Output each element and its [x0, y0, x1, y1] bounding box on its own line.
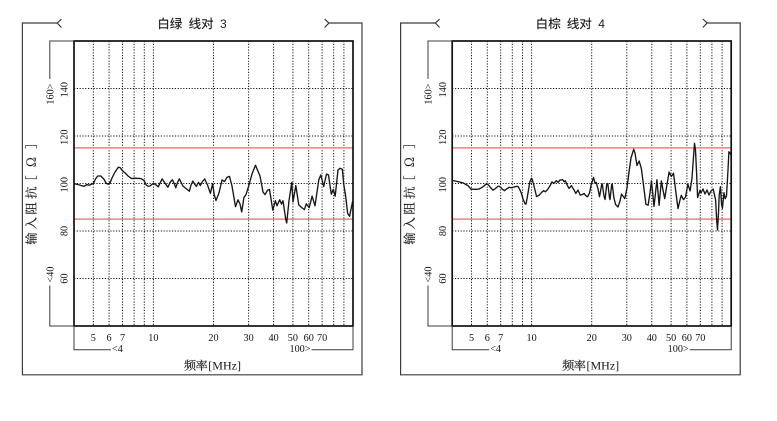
svg-text:60: 60 [60, 273, 71, 283]
svg-text:160>: 160> [45, 83, 56, 104]
svg-text:20: 20 [587, 333, 597, 344]
svg-text:[MHz]: [MHz] [587, 359, 620, 373]
svg-text:<4: <4 [490, 344, 501, 355]
svg-text:<4: <4 [112, 344, 123, 355]
svg-text:80: 80 [60, 226, 71, 236]
svg-text:100: 100 [438, 177, 449, 192]
svg-text:50: 50 [288, 333, 298, 344]
svg-text:50: 50 [666, 333, 676, 344]
svg-text:<40: <40 [45, 267, 56, 283]
svg-text:70: 70 [317, 333, 327, 344]
svg-text:4: 4 [598, 17, 605, 31]
svg-text:3: 3 [220, 17, 227, 31]
svg-text:100>: 100> [289, 344, 310, 355]
svg-text:10: 10 [148, 333, 158, 344]
svg-text:[MHz]: [MHz] [208, 359, 241, 373]
svg-text:7: 7 [120, 333, 125, 344]
svg-text:60: 60 [304, 333, 314, 344]
svg-text:60: 60 [682, 333, 692, 344]
svg-text:120: 120 [60, 130, 71, 145]
svg-text:160>: 160> [424, 83, 435, 104]
svg-text:5: 5 [469, 333, 474, 344]
svg-text:100: 100 [60, 177, 71, 192]
svg-text:30: 30 [622, 333, 632, 344]
svg-text:40: 40 [647, 333, 657, 344]
svg-text:6: 6 [107, 333, 112, 344]
svg-text:10: 10 [527, 333, 537, 344]
svg-text:140: 140 [438, 82, 449, 97]
svg-text:140: 140 [60, 82, 71, 97]
svg-text:30: 30 [244, 333, 254, 344]
svg-text:70: 70 [695, 333, 705, 344]
svg-text:5: 5 [91, 333, 96, 344]
svg-text:100>: 100> [668, 344, 689, 355]
svg-text:40: 40 [269, 333, 279, 344]
svg-text:7: 7 [498, 333, 503, 344]
svg-text:20: 20 [208, 333, 218, 344]
svg-text:<40: <40 [424, 267, 435, 283]
svg-text:80: 80 [438, 226, 449, 236]
svg-text:6: 6 [485, 333, 490, 344]
svg-text:60: 60 [438, 273, 449, 283]
svg-text:120: 120 [438, 130, 449, 145]
